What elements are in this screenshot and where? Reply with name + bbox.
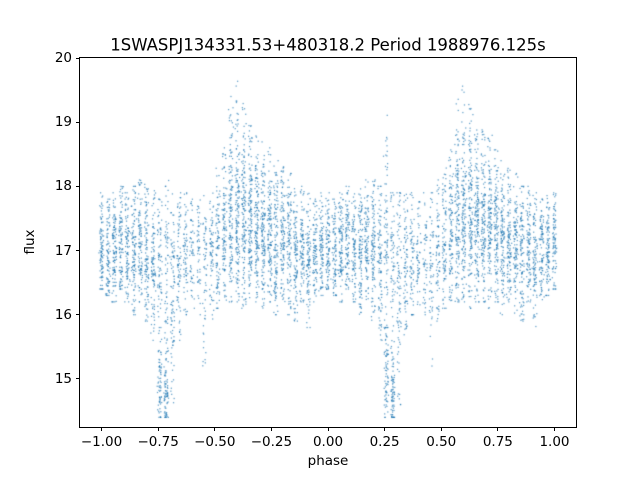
x-tick-mark <box>440 427 442 431</box>
x-tick-label: 0.00 <box>312 434 344 450</box>
x-tick-label: −0.75 <box>137 434 179 450</box>
y-tick-label: 19 <box>54 114 72 131</box>
x-tick-mark <box>553 427 555 431</box>
x-tick-label: −0.25 <box>250 434 293 450</box>
x-tick-mark <box>270 427 272 431</box>
x-tick-mark <box>214 427 216 431</box>
y-tick-label: 17 <box>54 242 72 259</box>
x-tick-mark <box>497 427 499 431</box>
x-tick-mark <box>157 427 159 431</box>
x-tick-label: 0.25 <box>369 434 400 450</box>
scatter-points-canvas <box>80 58 576 427</box>
x-tick-label: 0.50 <box>426 434 457 450</box>
plot-area <box>79 57 577 428</box>
x-tick-mark <box>327 427 329 431</box>
x-tick-mark <box>101 427 103 431</box>
x-tick-label: −0.50 <box>194 434 236 450</box>
y-tick-mark <box>76 378 80 380</box>
y-tick-mark <box>76 314 80 316</box>
y-tick-mark <box>76 57 80 59</box>
x-tick-label: −1.00 <box>80 434 123 450</box>
y-tick-label: 18 <box>54 178 72 195</box>
y-tick-mark <box>76 121 80 123</box>
y-tick-label: 20 <box>54 50 72 66</box>
x-tick-label: 1.00 <box>539 434 570 450</box>
y-tick-label: 16 <box>54 306 72 323</box>
y-tick-mark <box>76 185 80 187</box>
y-tick-label: 15 <box>54 370 72 387</box>
x-axis-label: phase <box>307 453 349 469</box>
x-tick-mark <box>384 427 386 431</box>
y-tick-mark <box>76 250 80 252</box>
chart-title: 1SWASPJ134331.53+480318.2 Period 1988976… <box>110 35 546 55</box>
x-tick-label: 0.75 <box>482 434 513 450</box>
